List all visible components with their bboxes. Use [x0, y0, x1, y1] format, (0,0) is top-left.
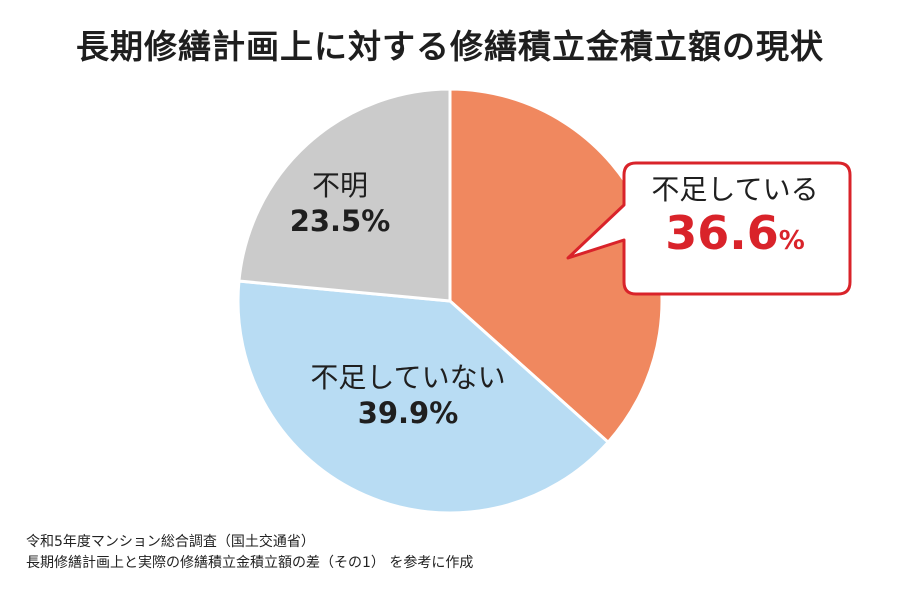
slice-value-shortage: 36.6%	[622, 208, 848, 259]
source-line-1: 令和5年度マンション総合調査（国土交通省）	[26, 534, 315, 550]
source-line-2: 長期修繕計画上と実際の修繕積立金積立額の差（その1） を参考に作成	[26, 555, 474, 571]
slice-label-unknown: 不明 23.5%	[270, 168, 410, 239]
slice-value-unknown: 23.5%	[289, 204, 391, 238]
callout-bubble	[566, 161, 852, 296]
slice-name-shortage: 不足している	[651, 173, 819, 206]
slice-value-number: 36.6	[665, 206, 779, 261]
slice-name-not-short: 不足していない	[310, 361, 506, 394]
source-note: 令和5年度マンション総合調査（国土交通省） 長期修繕計画上と実際の修繕積立金積立…	[26, 532, 473, 574]
pie-slice-unknown	[237, 87, 452, 303]
slice-value-not-short: 39.9%	[357, 396, 459, 430]
slice-name-unknown: 不明	[311, 169, 368, 202]
pie-slice-not-short	[236, 279, 610, 515]
chart-title: 長期修繕計画上に対する修繕積立金積立額の現状	[76, 27, 824, 66]
slice-label-not-short: 不足していない 39.9%	[258, 360, 558, 431]
callout-label-shortage: 不足している 36.6%	[622, 172, 848, 259]
slice-value-unit: %	[778, 226, 805, 257]
